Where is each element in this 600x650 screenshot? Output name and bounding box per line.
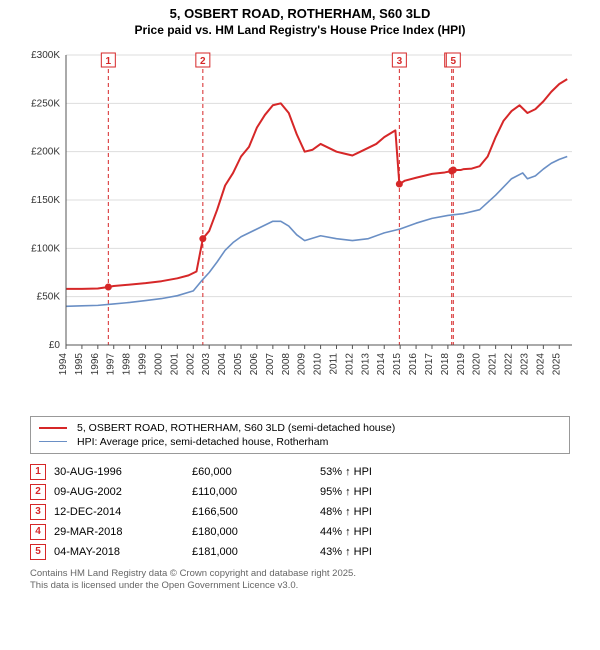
sale-pct-vs-hpi: 53% ↑ HPI — [320, 466, 460, 478]
svg-text:£250K: £250K — [31, 98, 60, 109]
svg-text:£150K: £150K — [31, 195, 60, 206]
sale-badge: 2 — [30, 484, 46, 500]
svg-text:2012: 2012 — [344, 352, 355, 375]
sale-date: 30-AUG-1996 — [54, 466, 184, 478]
svg-text:1: 1 — [106, 56, 112, 67]
legend-row: 5, OSBERT ROAD, ROTHERHAM, S60 3LD (semi… — [39, 421, 561, 435]
svg-text:2016: 2016 — [408, 352, 419, 375]
svg-text:1998: 1998 — [122, 352, 133, 375]
sales-table: 1 30-AUG-1996 £60,000 53% ↑ HPI 2 09-AUG-2002… — [30, 462, 570, 562]
sale-row: 1 30-AUG-1996 £60,000 53% ↑ HPI — [30, 462, 570, 482]
sale-price: £60,000 — [192, 466, 312, 478]
svg-text:2003: 2003 — [201, 352, 212, 375]
sale-price: £181,000 — [192, 546, 312, 558]
sale-price: £166,500 — [192, 506, 312, 518]
svg-text:£300K: £300K — [31, 50, 60, 61]
title-line1: 5, OSBERT ROAD, ROTHERHAM, S60 3LD — [170, 6, 431, 23]
svg-text:2022: 2022 — [504, 352, 515, 375]
svg-text:2008: 2008 — [281, 352, 292, 375]
svg-text:£0: £0 — [49, 340, 61, 351]
svg-text:2024: 2024 — [535, 352, 546, 375]
svg-text:2017: 2017 — [424, 352, 435, 375]
svg-text:2020: 2020 — [472, 352, 483, 375]
svg-text:2018: 2018 — [440, 352, 451, 375]
svg-text:1997: 1997 — [106, 352, 117, 375]
svg-text:£50K: £50K — [37, 292, 61, 303]
svg-text:2007: 2007 — [265, 352, 276, 375]
sale-row: 5 04-MAY-2018 £181,000 43% ↑ HPI — [30, 542, 570, 562]
svg-text:2000: 2000 — [153, 352, 164, 375]
svg-text:2015: 2015 — [392, 352, 403, 375]
sale-date: 04-MAY-2018 — [54, 546, 184, 558]
sale-price: £110,000 — [192, 486, 312, 498]
sale-date: 12-DEC-2014 — [54, 506, 184, 518]
sale-pct-vs-hpi: 44% ↑ HPI — [320, 526, 460, 538]
svg-text:2025: 2025 — [551, 352, 562, 375]
svg-text:£100K: £100K — [31, 243, 60, 254]
svg-text:2011: 2011 — [329, 352, 340, 374]
sale-badge: 3 — [30, 504, 46, 520]
sale-pct-vs-hpi: 43% ↑ HPI — [320, 546, 460, 558]
sale-pct-vs-hpi: 95% ↑ HPI — [320, 486, 460, 498]
legend-row: HPI: Average price, semi-detached house,… — [39, 435, 561, 449]
svg-text:5: 5 — [451, 56, 457, 67]
sale-date: 29-MAR-2018 — [54, 526, 184, 538]
svg-text:2023: 2023 — [519, 352, 530, 375]
svg-text:1999: 1999 — [138, 352, 149, 375]
svg-text:1995: 1995 — [74, 352, 85, 375]
svg-text:2005: 2005 — [233, 352, 244, 375]
svg-text:2009: 2009 — [297, 352, 308, 375]
svg-text:2013: 2013 — [360, 352, 371, 375]
svg-text:1994: 1994 — [58, 352, 69, 375]
sale-row: 2 09-AUG-2002 £110,000 95% ↑ HPI — [30, 482, 570, 502]
svg-text:2002: 2002 — [185, 352, 196, 375]
title-line2: Price paid vs. HM Land Registry's House … — [135, 23, 466, 37]
legend-swatch — [39, 441, 67, 442]
svg-text:2021: 2021 — [488, 352, 499, 375]
sale-badge: 1 — [30, 464, 46, 480]
svg-text:2004: 2004 — [217, 352, 228, 375]
legend-swatch — [39, 427, 67, 429]
footer-line2: This data is licensed under the Open Gov… — [30, 580, 570, 592]
sale-row: 4 29-MAR-2018 £180,000 44% ↑ HPI — [30, 522, 570, 542]
svg-text:2001: 2001 — [169, 352, 180, 375]
legend-label: 5, OSBERT ROAD, ROTHERHAM, S60 3LD (semi… — [77, 422, 395, 434]
sale-badge: 4 — [30, 524, 46, 540]
footer-line1: Contains HM Land Registry data © Crown c… — [30, 568, 570, 580]
sale-row: 3 12-DEC-2014 £166,500 48% ↑ HPI — [30, 502, 570, 522]
legend-label: HPI: Average price, semi-detached house,… — [77, 436, 328, 448]
chart-container: £0£50K£100K£150K£200K£250K£300K123451994… — [20, 45, 580, 410]
sale-badge: 5 — [30, 544, 46, 560]
svg-text:2019: 2019 — [456, 352, 467, 375]
svg-text:2014: 2014 — [376, 352, 387, 375]
svg-text:£200K: £200K — [31, 147, 60, 158]
legend: 5, OSBERT ROAD, ROTHERHAM, S60 3LD (semi… — [30, 416, 570, 454]
svg-text:3: 3 — [397, 56, 403, 67]
svg-text:1996: 1996 — [90, 352, 101, 375]
svg-text:2010: 2010 — [313, 352, 324, 375]
svg-text:2006: 2006 — [249, 352, 260, 375]
footer-attribution: Contains HM Land Registry data © Crown c… — [30, 568, 570, 593]
svg-text:2: 2 — [200, 56, 206, 67]
sale-date: 09-AUG-2002 — [54, 486, 184, 498]
sale-pct-vs-hpi: 48% ↑ HPI — [320, 506, 460, 518]
line-chart: £0£50K£100K£150K£200K£250K£300K123451994… — [20, 45, 580, 405]
sale-price: £180,000 — [192, 526, 312, 538]
